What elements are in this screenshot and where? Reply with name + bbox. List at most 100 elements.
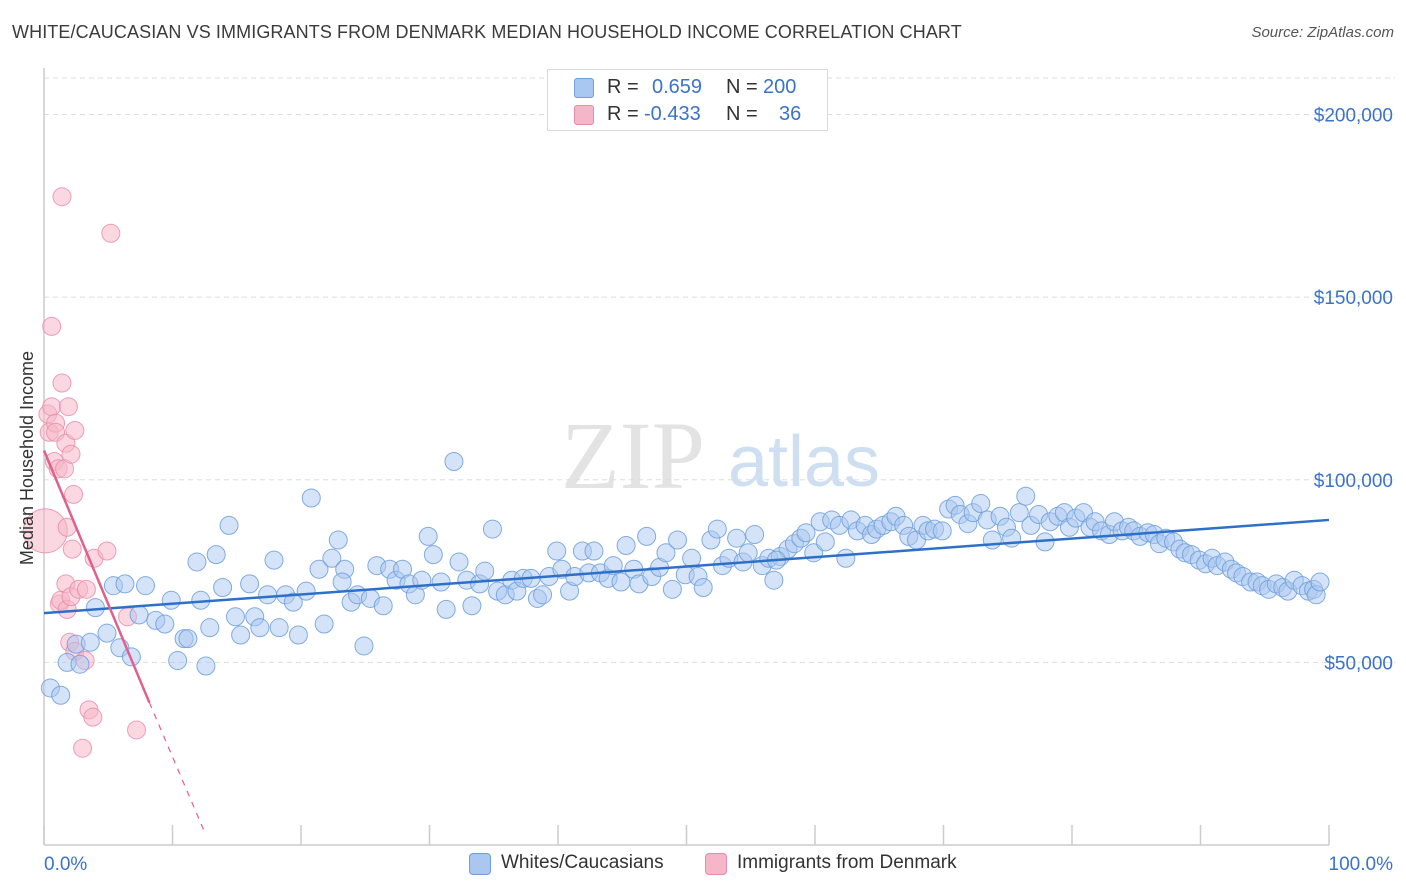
data-point-blue [269,618,289,638]
y-tick-label: $100,000 [1314,471,1393,492]
data-point-pink [64,484,84,504]
data-point-blue [314,614,334,634]
data-point-blue [178,629,198,649]
data-point-blue [982,530,1002,550]
legend-n-value: 36 [779,103,802,125]
data-point-blue [444,452,464,471]
data-point-blue [533,585,553,605]
data-point-blue [815,532,835,552]
data-point-blue [462,596,482,616]
data-point-blue [129,605,149,625]
data-point-pink [62,539,82,559]
data-point-blue [707,519,727,539]
legend-row-pink: R = -0.433 N = 36 [548,101,827,127]
y-axis-label: Median Household Income [17,351,37,565]
data-point-blue [668,530,688,550]
data-point-blue [354,636,374,656]
data-point-blue [1009,503,1029,523]
pink-legend-label: Immigrants from Denmark [737,852,957,873]
data-point-blue [656,543,676,563]
zipatlas-watermark: ZIP atlas [561,402,880,509]
data-point-blue [418,526,438,546]
data-point-blue [115,574,135,594]
data-point-blue [584,541,604,561]
data-point-blue [738,543,758,563]
data-point-blue [225,607,245,627]
x-tick-label: 100.0% [1329,854,1394,875]
y-tick-label: $200,000 [1314,106,1393,127]
data-point-pink [101,223,121,243]
source-credit: Source: ZipAtlas.com [1251,24,1394,41]
data-point-pink [52,373,72,393]
legend-n-label: N = [726,103,758,125]
legend-r-value: -0.433 [644,103,701,125]
blue-legend-swatch [469,853,491,875]
data-point-blue [283,592,303,612]
data-point-blue [240,574,260,594]
legend-n-value: 200 [763,76,797,98]
trend-line-pink [42,450,151,704]
data-point-blue [168,651,188,671]
watermark-atlas: atlas [728,422,880,502]
pink-legend-swatch [705,853,727,875]
data-point-blue [155,614,175,634]
data-point-blue [250,618,270,638]
data-point-pink [127,720,147,740]
data-point-blue [436,599,456,619]
tick-labels: $50,000 $100,000 $150,000 $200,000 0.0% 100.0… [44,106,1393,875]
legend-r-value: 0.659 [652,76,703,98]
data-point-blue [603,556,623,576]
data-point-pink [42,316,62,336]
legend-r-label: R = [607,103,639,125]
data-point-blue [616,536,636,556]
data-point-blue [693,578,713,598]
data-point-blue [637,526,657,546]
watermark-zip: ZIP [561,402,705,509]
data-point-blue [231,625,251,645]
legend-r-label: R = [607,76,639,98]
data-point-blue [51,685,71,705]
data-point-blue [264,550,284,570]
data-point-blue [482,519,502,539]
data-point-pink [73,738,93,758]
data-point-blue [200,618,220,638]
data-point-blue [85,598,105,618]
data-point-blue [836,548,856,568]
data-point-blue [296,581,316,601]
data-point-blue [328,530,348,550]
data-point-blue [373,596,393,616]
data-point-blue [309,559,329,579]
trend-line-pink-extrapolated [148,702,206,833]
data-point-blue [80,632,100,652]
data-point-blue [475,561,495,581]
legend-n-label: N = [726,76,758,98]
trend-line-blue [43,518,1330,615]
data-point-pink [42,397,62,417]
grid-lines [44,77,1395,663]
data-point-blue [206,545,226,565]
data-point-blue [219,515,239,535]
data-point-blue [258,585,278,605]
x-tick-label: 0.0% [44,854,87,875]
chart-title: WHITE/CAUCASIAN VS IMMIGRANTS FROM DENMA… [12,22,962,42]
data-point-blue [332,572,352,592]
data-point-blue [196,656,216,676]
data-point-blue [971,494,991,514]
data-point-blue [136,576,156,596]
data-point-blue [213,578,233,598]
data-point-blue [423,545,443,565]
data-point-pink [83,707,103,727]
data-point-blue [727,528,747,548]
trend-lines [42,450,1330,833]
data-point-pink [65,420,85,440]
data-point-blue [322,548,342,568]
data-point-blue [547,541,567,561]
correlation-legend: R = 0.659 N = 200 R = -0.433 N = 36 [547,69,828,131]
data-point-blue [1016,486,1036,506]
data-point-blue [187,552,207,572]
data-point-pink [97,541,117,561]
data-point-blue [301,488,321,508]
data-point-blue [288,625,308,645]
data-point-blue [932,521,952,541]
legend-row-blue: R = 0.659 N = 200 [548,74,827,100]
